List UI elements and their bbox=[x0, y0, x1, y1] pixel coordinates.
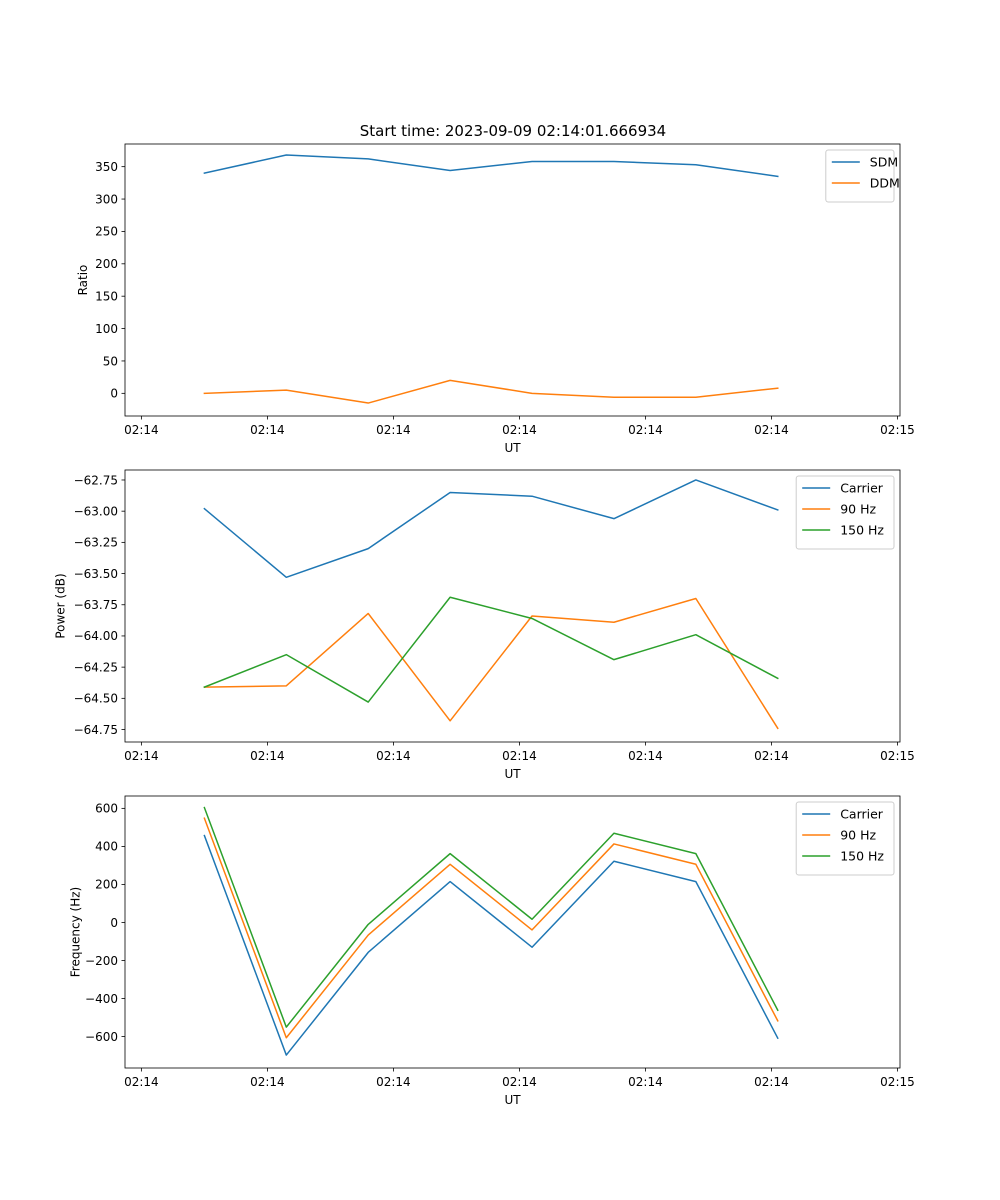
series-line-150-hz bbox=[203, 596, 779, 703]
legend: SDM DDM bbox=[825, 149, 900, 203]
y-tick-label: 250 bbox=[95, 225, 118, 239]
x-tick-label: 02:14 bbox=[250, 749, 285, 763]
axes-frame bbox=[124, 795, 901, 1069]
y-tick-label: −62.75 bbox=[74, 473, 118, 487]
panel-power: 02:14 02:14 02:14 02:14 02:14 02:14 02:15 −64.7… bbox=[53, 469, 915, 781]
y-tick-label: −64.00 bbox=[74, 629, 118, 643]
legend: Carrier 90 Hz 150 Hz bbox=[795, 801, 895, 876]
x-tick-label: 02:15 bbox=[880, 1075, 915, 1089]
legend-label: 90 Hz bbox=[840, 828, 876, 843]
x-tick-label: 02:14 bbox=[124, 1075, 159, 1089]
panel-ratio: 02:14 02:14 02:14 02:14 02:14 02:14 02:15 0 50 10… bbox=[76, 143, 915, 455]
y-tick-label: 50 bbox=[103, 354, 118, 368]
x-tick-label: 02:14 bbox=[628, 749, 663, 763]
y-tick-label: 150 bbox=[95, 289, 118, 303]
x-tick-label: 02:15 bbox=[880, 423, 915, 437]
legend-label: 150 Hz bbox=[840, 523, 884, 538]
legend: Carrier 90 Hz 150 Hz bbox=[795, 475, 895, 550]
legend-label: DDM bbox=[870, 176, 900, 191]
legend-label: 90 Hz bbox=[840, 502, 876, 517]
y-tick-label: 100 bbox=[95, 322, 118, 336]
legend-label: Carrier bbox=[840, 807, 884, 822]
x-tick-label: 02:14 bbox=[376, 1075, 411, 1089]
axes-frame bbox=[124, 469, 901, 743]
series-line-90-hz bbox=[203, 597, 779, 730]
y-tick-label: −64.75 bbox=[74, 723, 118, 737]
y-tick-label: 400 bbox=[95, 840, 118, 854]
x-axis-label: UT bbox=[504, 1093, 521, 1107]
x-tick-label: 02:14 bbox=[754, 749, 789, 763]
y-tick-label: −63.75 bbox=[74, 598, 118, 612]
y-tick-label: 200 bbox=[95, 257, 118, 271]
x-tick-label: 02:14 bbox=[628, 1075, 663, 1089]
y-tick-label: −63.00 bbox=[74, 504, 118, 518]
x-tick-label: 02:14 bbox=[502, 1075, 537, 1089]
x-tick-label: 02:14 bbox=[628, 423, 663, 437]
legend-label: Carrier bbox=[840, 481, 884, 496]
x-tick-label: 02:14 bbox=[754, 1075, 789, 1089]
legend-label: 150 Hz bbox=[840, 849, 884, 864]
y-tick-label: −200 bbox=[85, 954, 118, 968]
axes-frame bbox=[124, 143, 901, 417]
y-axis-label: Frequency (Hz) bbox=[69, 887, 83, 978]
figure-title: Start time: 2023-09-09 02:14:01.666934 bbox=[360, 122, 666, 140]
x-tick-label: 02:14 bbox=[250, 1075, 285, 1089]
x-tick-label: 02:14 bbox=[502, 749, 537, 763]
y-tick-label: 300 bbox=[95, 192, 118, 206]
series-line-carrier bbox=[203, 479, 779, 579]
y-axis-label: Ratio bbox=[76, 265, 90, 296]
y-tick-label: 0 bbox=[110, 387, 118, 401]
x-axis-label: UT bbox=[504, 441, 521, 455]
legend-frame bbox=[825, 149, 895, 203]
x-tick-label: 02:14 bbox=[376, 423, 411, 437]
panel-frequency: 02:14 02:14 02:14 02:14 02:14 02:14 02:15 −600 −… bbox=[69, 795, 915, 1107]
series-line-sdm bbox=[203, 154, 779, 178]
legend-label: SDM bbox=[870, 155, 898, 170]
y-tick-label: 350 bbox=[95, 160, 118, 174]
series-line-90-hz bbox=[203, 817, 779, 1039]
x-tick-label: 02:14 bbox=[250, 423, 285, 437]
y-tick-label: 600 bbox=[95, 802, 118, 816]
y-tick-label: −63.25 bbox=[74, 536, 118, 550]
series-line-carrier bbox=[203, 834, 779, 1056]
y-tick-label: 200 bbox=[95, 878, 118, 892]
y-tick-label: −64.50 bbox=[74, 692, 118, 706]
x-tick-label: 02:14 bbox=[124, 423, 159, 437]
x-tick-label: 02:14 bbox=[376, 749, 411, 763]
x-tick-label: 02:14 bbox=[502, 423, 537, 437]
x-tick-label: 02:15 bbox=[880, 749, 915, 763]
series-line-ddm bbox=[203, 379, 779, 404]
y-tick-label: −400 bbox=[85, 992, 118, 1006]
y-tick-label: −63.50 bbox=[74, 567, 118, 581]
y-axis-label: Power (dB) bbox=[53, 573, 67, 638]
y-tick-label: −64.25 bbox=[74, 660, 118, 674]
x-axis-label: UT bbox=[504, 767, 521, 781]
series-line-150-hz bbox=[203, 806, 779, 1028]
x-tick-label: 02:14 bbox=[124, 749, 159, 763]
y-tick-label: −600 bbox=[85, 1030, 118, 1044]
x-tick-label: 02:14 bbox=[754, 423, 789, 437]
y-tick-label: 0 bbox=[110, 916, 118, 930]
